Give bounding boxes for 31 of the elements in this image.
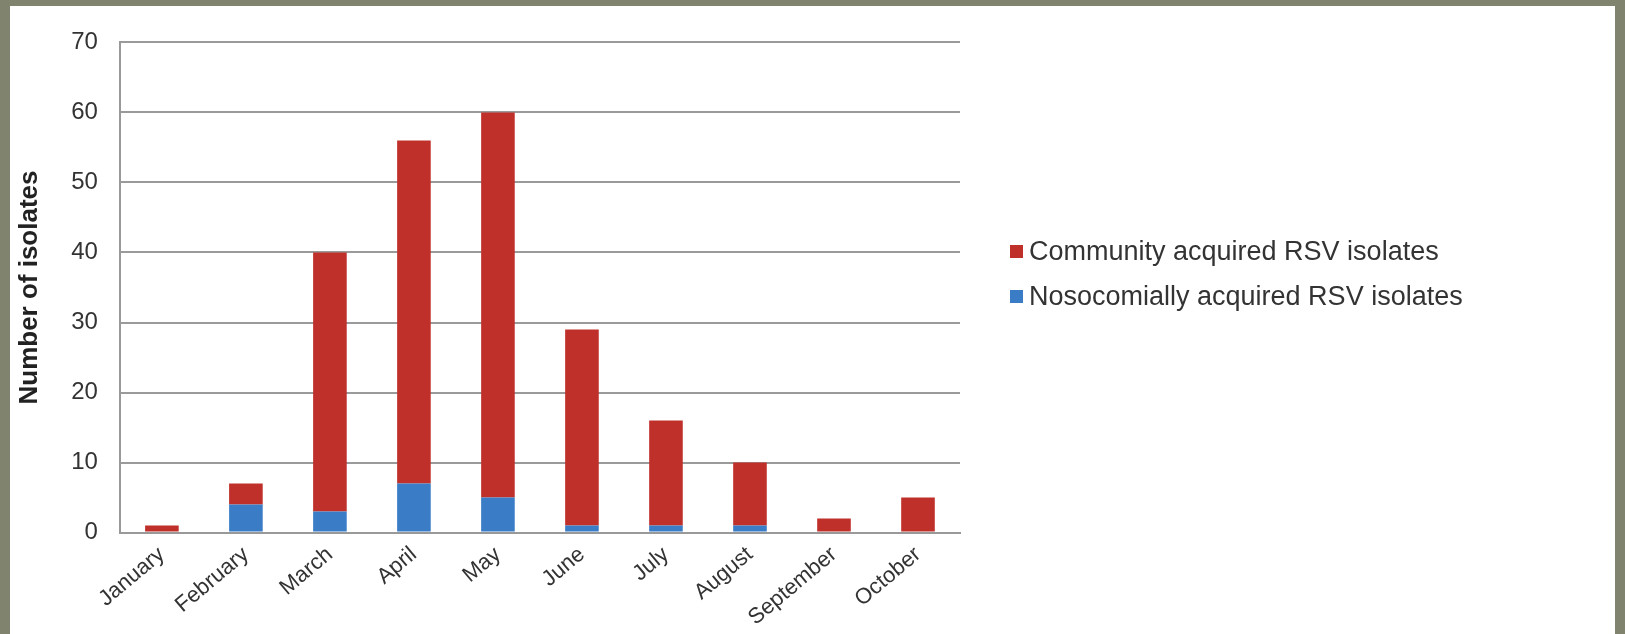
bar [313, 252, 347, 512]
bar [397, 140, 431, 484]
bar [649, 420, 683, 526]
x-tick-label: June [536, 541, 590, 591]
y-axis-title: Number of isolates [12, 170, 43, 405]
y-tick-label: 40 [71, 237, 98, 265]
bar [733, 525, 767, 532]
y-tick-label: 60 [71, 97, 98, 125]
y-tick-label: 30 [71, 307, 98, 335]
bar [313, 511, 347, 532]
y-tick-label: 10 [71, 447, 98, 475]
x-tick-label: May [457, 541, 506, 587]
bar [733, 462, 767, 526]
bar [481, 497, 515, 532]
legend-label: Nosocomially acquired RSV isolates [1029, 281, 1464, 313]
bar [817, 518, 851, 532]
legend-label: Community acquired RSV isolates [1029, 236, 1440, 268]
bar [901, 497, 935, 532]
bar [229, 483, 263, 505]
y-tick-label: 20 [71, 377, 98, 405]
bar [649, 525, 683, 532]
x-tick-label: July [627, 541, 674, 586]
bar [397, 483, 431, 532]
bar [481, 112, 515, 498]
y-tick-label: 50 [71, 167, 98, 195]
bar [145, 525, 179, 532]
bar [229, 504, 263, 532]
y-tick-label: 0 [84, 517, 98, 545]
bar [565, 525, 599, 532]
y-tick-label: 70 [71, 27, 98, 55]
bar [565, 329, 599, 526]
